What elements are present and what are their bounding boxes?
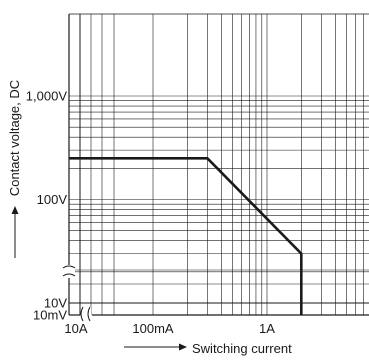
x-tick-label: 100mA [132,321,174,336]
x-axis-break [80,306,91,322]
x-tick-labels: 10A 100mA 1A [64,321,275,336]
y-axis-title: Contact voltage, DC [7,80,22,196]
y-axis-break [62,265,76,277]
chart-grid [69,13,369,315]
y-tick-label: 100V [37,192,68,207]
y-tick-label: 1,000V [26,89,68,104]
chart-axes [62,14,369,322]
chart-series [69,157,303,315]
y-tick-label: 10V [44,296,67,311]
series-line-0 [69,157,303,315]
x-axis-title: Switching current [192,341,292,356]
y-tick-label: 10mV [33,308,67,323]
x-axis-arrow [124,343,187,351]
x-tick-label: 1A [259,321,275,336]
x-tick-label: 10A [64,321,87,336]
y-axis-arrow [11,206,19,258]
